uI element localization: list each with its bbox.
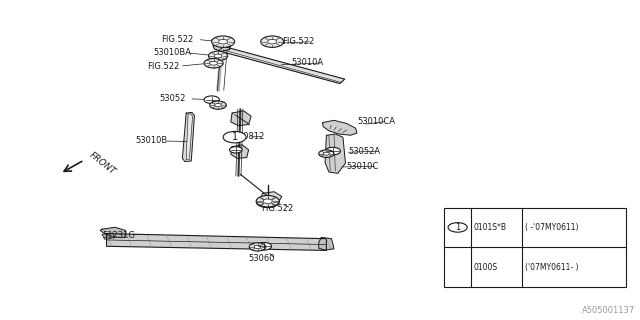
Polygon shape <box>260 192 282 203</box>
Text: FIG.522: FIG.522 <box>147 62 179 71</box>
Circle shape <box>223 132 246 143</box>
Text: ('07MY0611- ): ('07MY0611- ) <box>525 263 578 272</box>
Text: 53052: 53052 <box>159 94 186 103</box>
Circle shape <box>256 196 279 208</box>
Circle shape <box>263 200 273 204</box>
Circle shape <box>214 54 222 58</box>
Circle shape <box>325 147 340 155</box>
Circle shape <box>249 243 266 251</box>
Polygon shape <box>219 46 345 84</box>
Circle shape <box>319 150 334 157</box>
Polygon shape <box>325 134 346 173</box>
Circle shape <box>254 245 261 249</box>
Polygon shape <box>186 114 193 160</box>
Text: 1: 1 <box>455 223 460 232</box>
Text: 0101S*B: 0101S*B <box>474 223 507 232</box>
Polygon shape <box>323 120 357 135</box>
Circle shape <box>268 39 276 44</box>
Polygon shape <box>213 41 231 51</box>
Circle shape <box>210 61 218 65</box>
Text: 51231G: 51231G <box>102 231 135 240</box>
Polygon shape <box>319 237 334 250</box>
Circle shape <box>218 39 228 44</box>
Text: FRONT: FRONT <box>88 151 117 177</box>
Text: 53060: 53060 <box>248 254 275 263</box>
Text: 0100S: 0100S <box>474 263 498 272</box>
Text: FIG.522: FIG.522 <box>161 35 193 44</box>
Text: ( -'07MY0611): ( -'07MY0611) <box>525 223 578 232</box>
Polygon shape <box>231 111 251 126</box>
Circle shape <box>256 243 271 250</box>
Text: 50812: 50812 <box>239 132 265 141</box>
Circle shape <box>263 199 273 204</box>
Polygon shape <box>106 234 326 251</box>
Circle shape <box>204 96 220 104</box>
Circle shape <box>212 36 235 47</box>
Polygon shape <box>231 145 248 158</box>
Text: 53010C: 53010C <box>347 162 379 171</box>
Circle shape <box>210 101 227 109</box>
Polygon shape <box>102 233 115 239</box>
Text: 53010BA: 53010BA <box>153 48 191 57</box>
Polygon shape <box>100 227 125 238</box>
Circle shape <box>209 51 228 61</box>
Text: FIG.522: FIG.522 <box>261 204 294 213</box>
FancyBboxPatch shape <box>444 208 626 287</box>
Circle shape <box>215 103 221 107</box>
Text: 53010A: 53010A <box>291 59 323 68</box>
Circle shape <box>256 196 279 207</box>
Circle shape <box>230 147 243 153</box>
Text: A505001137: A505001137 <box>582 306 636 315</box>
Circle shape <box>260 36 284 47</box>
Circle shape <box>323 152 330 155</box>
Text: 1: 1 <box>232 132 237 142</box>
Circle shape <box>448 223 467 232</box>
Circle shape <box>204 59 223 68</box>
Text: 53010B: 53010B <box>135 136 168 146</box>
Text: FIG.522: FIG.522 <box>282 37 314 46</box>
Text: 53052A: 53052A <box>349 147 381 156</box>
Text: 53010CA: 53010CA <box>357 117 395 126</box>
Polygon shape <box>182 112 195 162</box>
